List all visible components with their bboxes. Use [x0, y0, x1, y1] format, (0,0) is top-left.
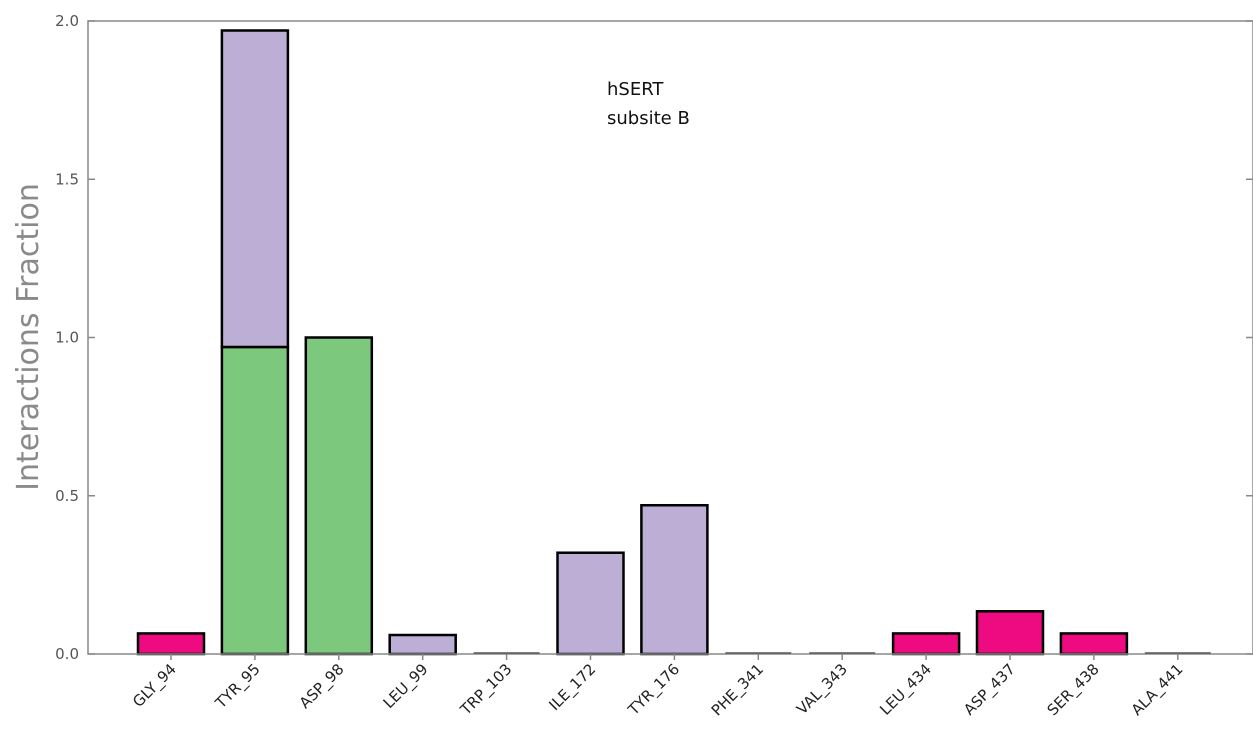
bar-LEU_434-s2: [891, 632, 961, 656]
x-tick-label: TYR_176: [624, 660, 684, 720]
bar-ASP_98-s0: [304, 336, 374, 656]
x-tick-label: VAL_343: [793, 660, 852, 719]
bar-TYR_95-s1: [220, 29, 290, 349]
x-tick-label: ALA_441: [1128, 660, 1188, 720]
annotation-line-2: subsite B: [607, 108, 690, 129]
y-axis-ticks: 0.0 0.5 1.0 1.5 2.0: [55, 12, 1253, 663]
annotation-line-1: hSERT: [607, 79, 664, 100]
y-axis-label: Interactions Fraction: [11, 183, 46, 491]
bar-TYR_176-s1: [640, 503, 709, 656]
x-tick-label: LEU_99: [380, 660, 433, 713]
y-tick-label: 2.0: [55, 12, 79, 30]
bar-GLY_94-s2: [136, 632, 206, 656]
x-tick-label: PHE_341: [708, 660, 768, 720]
x-tick-label: ASP_437: [960, 660, 1019, 719]
x-axis-ticks: GLY_94 TYR_95 ASP_98 LEU_99 TRP_103 ILE_172 TY…: [129, 654, 1187, 720]
x-tick-label: LEU_434: [876, 660, 935, 719]
y-tick-label: 0.5: [55, 487, 79, 505]
bar-LEU_99-s1: [388, 633, 457, 656]
x-tick-label: ILE_172: [545, 660, 600, 715]
x-tick-label: TYR_95: [211, 660, 264, 713]
x-tick-label: SER_438: [1044, 660, 1104, 720]
bar-TYR_95-s0: [220, 345, 290, 656]
x-tick-label: ASP_98: [296, 660, 349, 713]
x-tick-label: TRP_103: [456, 660, 516, 720]
bar-SER_438-s2: [1059, 632, 1129, 656]
y-tick-label: 1.5: [55, 170, 79, 188]
bars-layer: [136, 29, 1211, 656]
y-tick-label: 1.0: [55, 329, 79, 347]
bar-ILE_172-s1: [556, 551, 625, 656]
y-tick-label: 0.0: [55, 645, 79, 663]
x-tick-label: GLY_94: [129, 660, 180, 711]
bar-ASP_437-s2: [975, 610, 1045, 656]
